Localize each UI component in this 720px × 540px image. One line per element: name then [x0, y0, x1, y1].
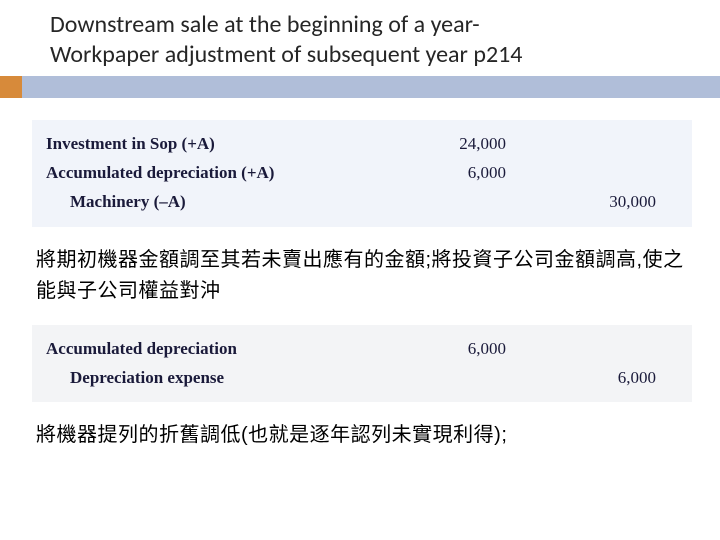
title-line-2: Workpaper adjustment of subsequent year … [50, 40, 720, 70]
journal-entry-row: Depreciation expense 6,000 [46, 364, 678, 393]
debit-amount: 6,000 [386, 335, 506, 364]
account-name: Accumulated depreciation [46, 335, 386, 364]
debit-amount: 6,000 [386, 159, 506, 188]
journal-entry-row: Investment in Sop (+A)24,000 [46, 130, 678, 159]
journal-entry-2: Accumulated depreciation6,000Depreciatio… [32, 325, 692, 403]
accent-bar [0, 76, 720, 98]
account-name: Accumulated depreciation (+A) [46, 159, 386, 188]
slide-title-block: Downstream sale at the beginning of a ye… [0, 0, 720, 70]
credit-amount: 6,000 [506, 364, 656, 393]
debit-amount: 24,000 [386, 130, 506, 159]
journal-entry-1: Investment in Sop (+A)24,000Accumulated … [32, 120, 692, 227]
account-name: Machinery (–A) [46, 188, 386, 217]
journal-entry-row: Accumulated depreciation (+A)6,000 [46, 159, 678, 188]
credit-amount: 30,000 [506, 188, 656, 217]
explanation-1: 將期初機器金額調至其若未賣出應有的金額;將投資子公司金額調高,使之能與子公司權益… [32, 227, 692, 325]
journal-entry-row: Machinery (–A) 30,000 [46, 188, 678, 217]
account-name: Depreciation expense [46, 364, 386, 393]
journal-entry-row: Accumulated depreciation6,000 [46, 335, 678, 364]
accent-square [0, 76, 22, 98]
content-area: Investment in Sop (+A)24,000Accumulated … [32, 120, 692, 469]
explanation-2: 將機器提列的折舊調低(也就是逐年認列未實現利得); [32, 402, 692, 469]
title-line-1: Downstream sale at the beginning of a ye… [50, 10, 720, 40]
account-name: Investment in Sop (+A) [46, 130, 386, 159]
